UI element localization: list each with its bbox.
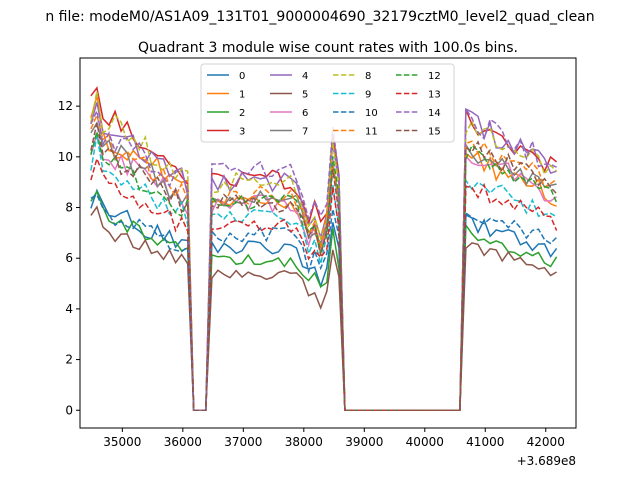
series-layer <box>90 86 558 412</box>
series-line-9 <box>90 134 557 412</box>
figure-suptitle: n file: modeM0/AS1A09_131T01_9000004690_… <box>45 9 595 25</box>
series-line-10 <box>90 193 558 412</box>
y-tick-label: 6 <box>65 251 73 265</box>
y-tick-label: 0 <box>65 403 73 417</box>
series-line-2 <box>90 189 558 412</box>
x-tick-label: 42000 <box>527 435 565 449</box>
legend-label-2: 2 <box>239 108 245 119</box>
x-tick-label: 39000 <box>345 435 383 449</box>
legend-label-13: 13 <box>428 90 441 101</box>
series-line-5 <box>90 205 557 412</box>
series-line-13 <box>90 156 558 412</box>
series-line-0 <box>90 188 558 412</box>
series-line-7 <box>90 121 557 412</box>
ticks-layer: 35000 36000 37000 38000 39000 40000 41000 42000… <box>58 99 565 449</box>
chart-title: Quadrant 3 module wise count rates with … <box>138 40 518 56</box>
x-tick-label: 36000 <box>164 435 202 449</box>
legend-label-15: 15 <box>428 127 441 138</box>
legend-label-11: 11 <box>365 127 378 138</box>
legend-label-5: 5 <box>302 90 308 101</box>
legend-label-4: 4 <box>302 71 308 82</box>
series-line-14 <box>90 106 557 412</box>
legend-label-9: 9 <box>365 90 371 101</box>
legend-label-0: 0 <box>239 71 245 82</box>
x-tick-label: 37000 <box>224 435 262 449</box>
series-line-8 <box>90 91 558 412</box>
x-tick-label: 41000 <box>466 435 504 449</box>
x-tick-label: 35000 <box>103 435 141 449</box>
y-tick-label: 8 <box>65 201 73 215</box>
y-tick-label: 12 <box>58 99 73 113</box>
legend-label-7: 7 <box>302 127 308 138</box>
y-tick-label: 10 <box>58 150 73 164</box>
axes-frame <box>79 57 577 429</box>
legend-label-3: 3 <box>239 127 245 138</box>
x-tick-label: 38000 <box>285 435 323 449</box>
x-tick-label: 40000 <box>406 435 444 449</box>
y-tick-label: 2 <box>65 353 73 367</box>
legend-label-6: 6 <box>302 108 308 119</box>
y-tick-label: 4 <box>65 302 73 316</box>
legend-box <box>200 63 455 143</box>
legend-label-12: 12 <box>428 71 441 82</box>
x-offset-label: +3.689e8 <box>517 454 576 468</box>
legend-label-14: 14 <box>428 108 441 119</box>
legend-label-8: 8 <box>365 71 371 82</box>
series-line-15 <box>90 122 558 412</box>
legend-label-1: 1 <box>239 90 245 101</box>
legend-label-10: 10 <box>365 108 378 119</box>
